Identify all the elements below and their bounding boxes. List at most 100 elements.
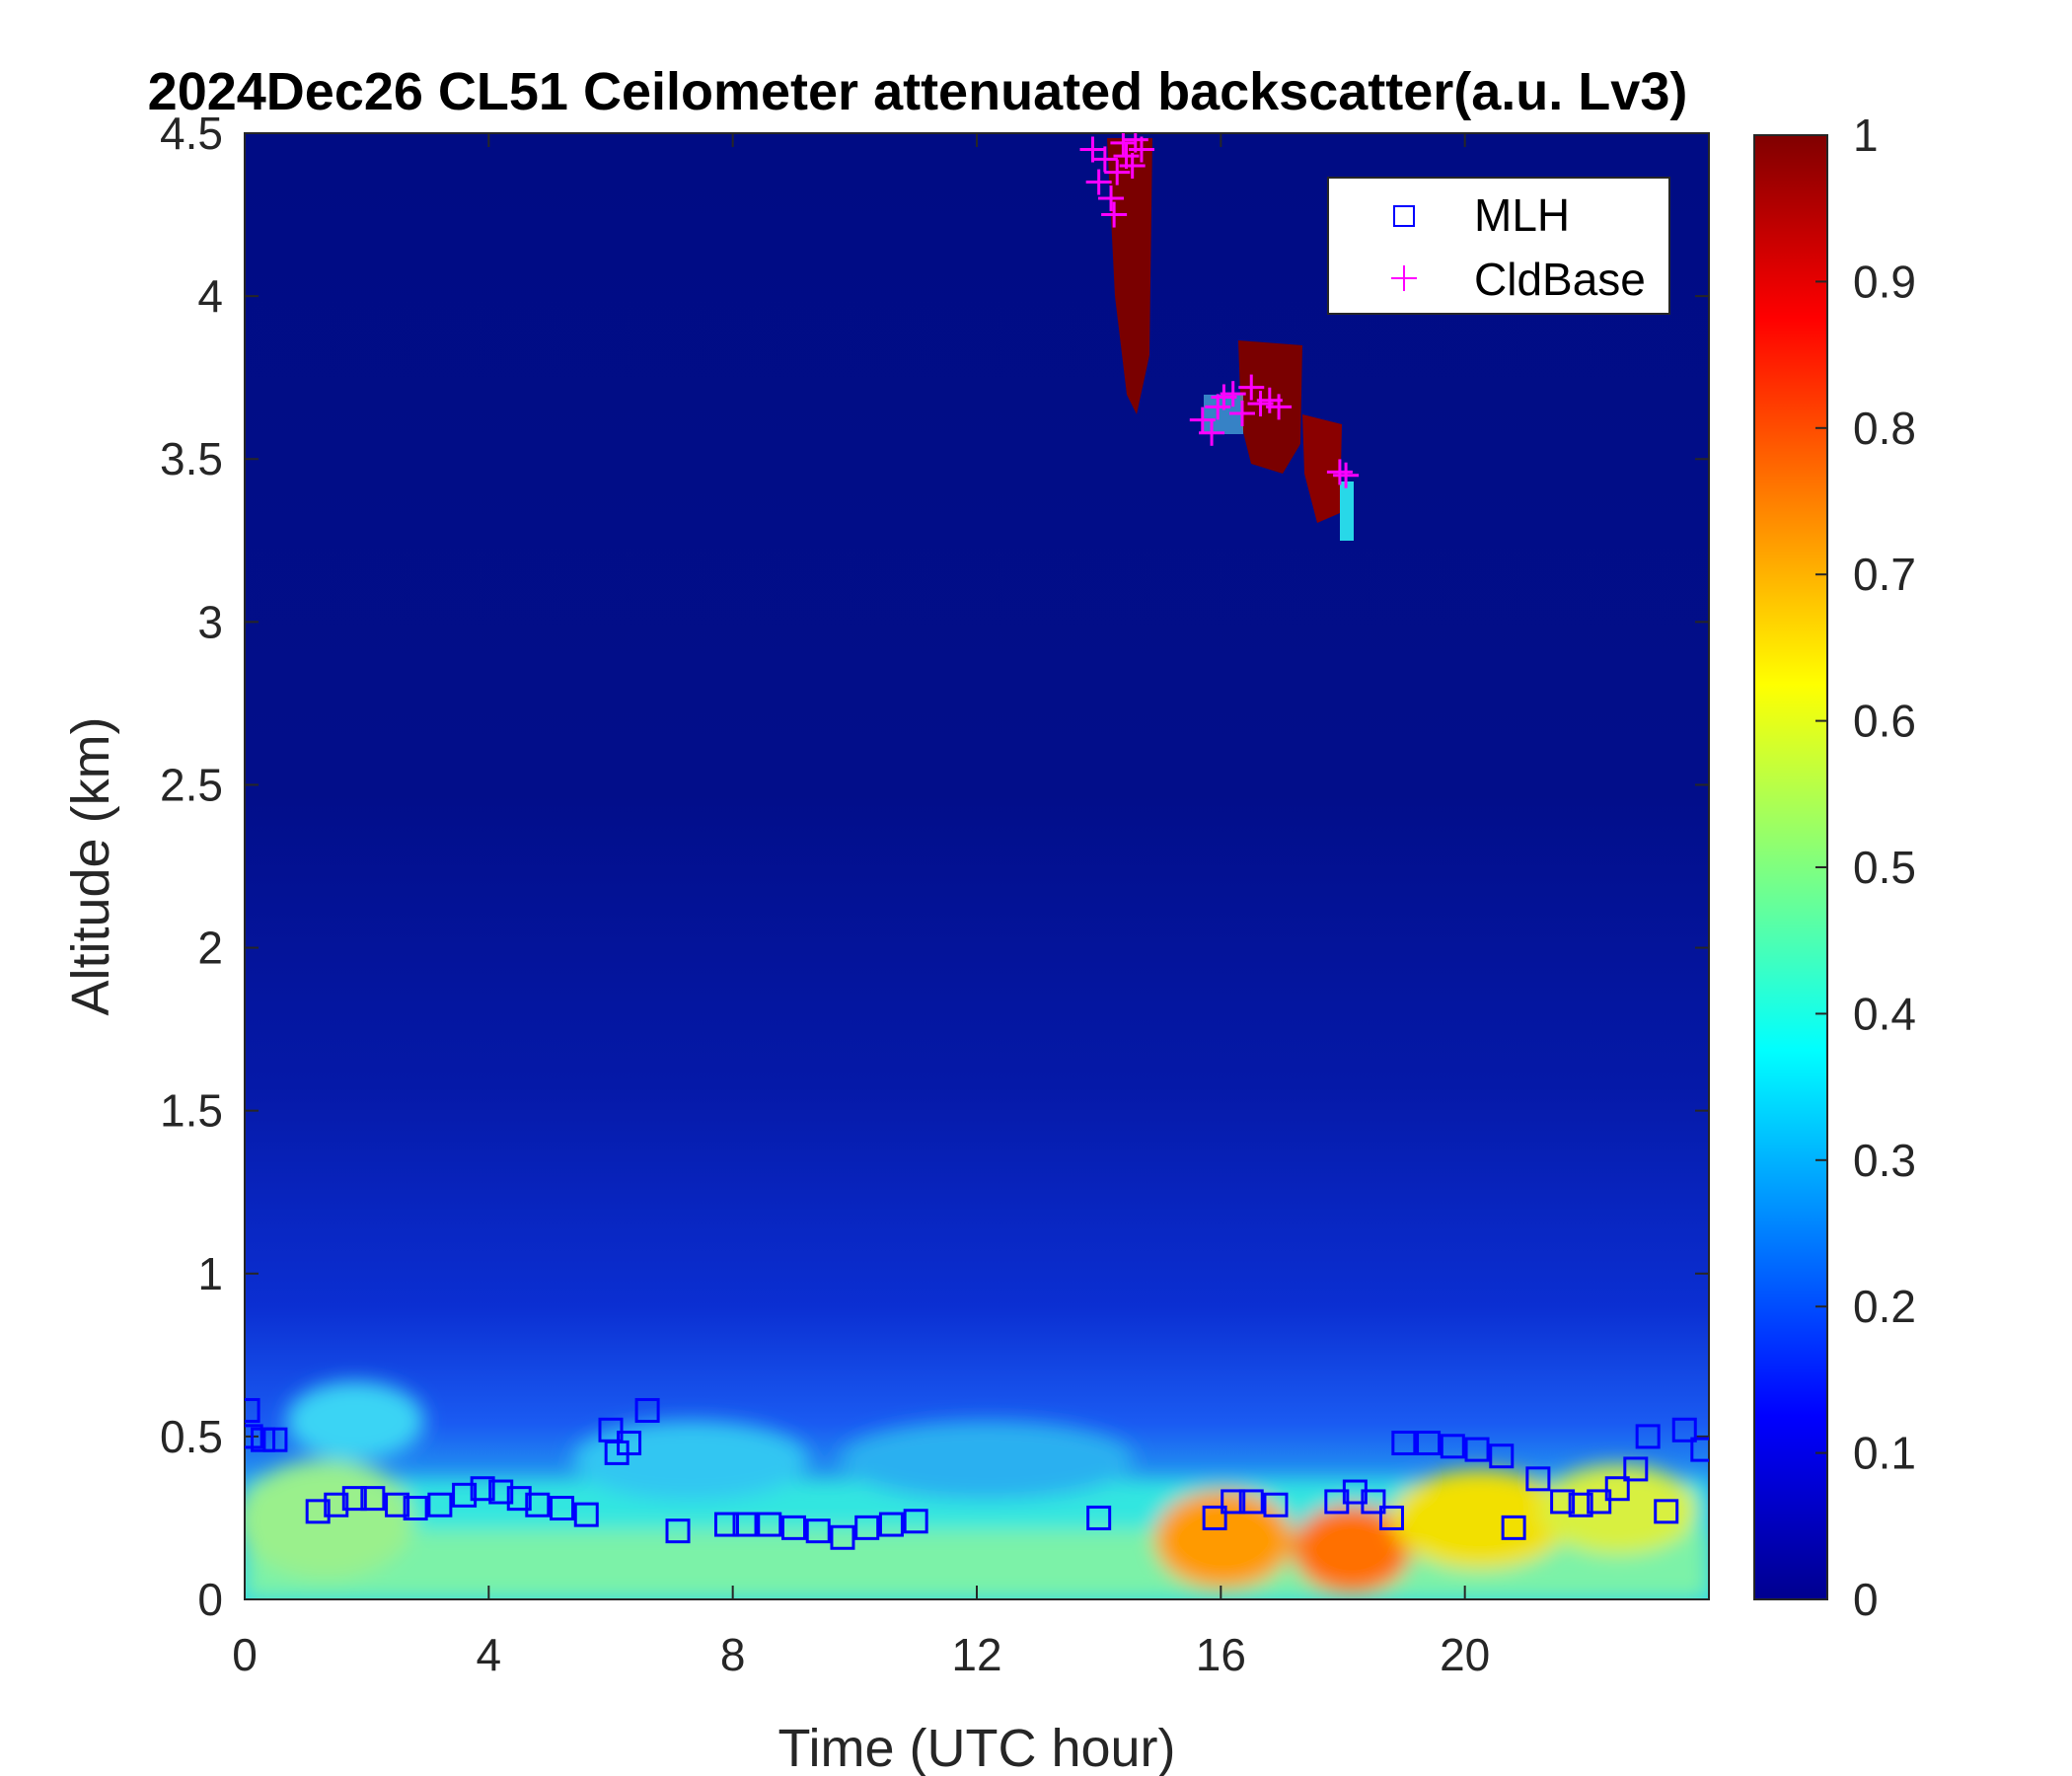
mlh-marker	[1221, 1489, 1246, 1515]
mlh-marker	[470, 1476, 495, 1502]
mlh-marker	[732, 1512, 758, 1537]
legend-box	[1327, 177, 1670, 315]
mlh-marker	[452, 1482, 478, 1508]
heatmap-image	[245, 133, 1709, 1599]
x-tick-label: 8	[720, 1629, 746, 1680]
mlh-marker	[1604, 1476, 1630, 1502]
mlh-marker	[550, 1496, 575, 1521]
mlh-marker	[1391, 1430, 1417, 1455]
y-axis-label: Altitude (km)	[61, 716, 120, 1015]
y-tick-label: 0.5	[160, 1411, 223, 1462]
colorbar-tick-label: 0	[1853, 1574, 1879, 1625]
mlh-marker	[1671, 1417, 1697, 1443]
cldbase-marker	[1091, 146, 1118, 173]
mlh-marker	[1440, 1434, 1465, 1459]
cldbase-marker	[1110, 133, 1137, 156]
mlh-marker	[1525, 1466, 1551, 1492]
mlh-marker	[506, 1486, 532, 1512]
legend-cldbase-label: CldBase	[1474, 254, 1646, 305]
mlh-marker	[1202, 1505, 1227, 1530]
mlh-marker	[757, 1512, 782, 1537]
y-tick-label: 3	[197, 596, 223, 647]
chart-title: 2024Dec26 CL51 Ceilometer attenuated bac…	[147, 62, 1688, 121]
cldbase-marker	[1104, 159, 1131, 185]
cldbase-marker	[1238, 374, 1265, 401]
mlh-marker	[1623, 1456, 1649, 1482]
colorbar-tick-label: 0.4	[1853, 988, 1916, 1039]
y-tick-label: 0	[197, 1574, 223, 1625]
cldbase-marker	[1098, 185, 1125, 212]
mlh-marker	[488, 1479, 514, 1505]
x-tick-label: 4	[477, 1629, 502, 1680]
x-tick-label: 0	[232, 1629, 258, 1680]
mlh-marker	[1568, 1492, 1593, 1517]
mlh-marker	[1501, 1515, 1526, 1540]
colorbar-tick-label: 0.3	[1853, 1135, 1916, 1186]
mlh-marker	[427, 1492, 453, 1517]
mlh-marker	[854, 1515, 880, 1540]
mlh-marker	[878, 1512, 904, 1537]
colorbar-tick-label: 0.5	[1853, 842, 1916, 893]
cldbase-marker	[1085, 169, 1112, 195]
mlh-marker	[1550, 1489, 1576, 1515]
mlh-marker	[1635, 1424, 1661, 1449]
mlh-marker	[245, 1397, 260, 1423]
mlh-marker	[1464, 1437, 1490, 1462]
colorbar-tick-label: 0.2	[1853, 1281, 1916, 1332]
legend-mlh-label: MLH	[1474, 189, 1570, 241]
x-tick-label: 12	[951, 1629, 1001, 1680]
colorbar-tick-label: 0.6	[1853, 696, 1916, 747]
cldbase-marker	[1101, 201, 1128, 228]
colorbar-tick-label: 0.8	[1853, 403, 1916, 454]
colorbar	[1754, 135, 1827, 1599]
cldbase-marker	[1128, 136, 1154, 163]
y-tick-label: 1	[197, 1248, 223, 1299]
mlh-marker	[1690, 1437, 1709, 1462]
mlh-marker	[573, 1502, 599, 1527]
x-axis: 0 4 8 12 16 20	[232, 133, 1490, 1680]
mlh-marker	[781, 1515, 806, 1540]
cldbase-marker	[1266, 394, 1293, 420]
colorbar-tick-label: 1	[1853, 110, 1879, 161]
mlh-marker	[1361, 1489, 1386, 1515]
y-tick-label: 3.5	[160, 433, 223, 484]
mlh-marker	[1489, 1443, 1515, 1469]
y-tick-label: 1.5	[160, 1085, 223, 1137]
mlh-marker	[617, 1430, 642, 1455]
mlh-marker	[403, 1496, 428, 1521]
legend-cldbase-marker	[1391, 265, 1417, 291]
colorbar-tick-label: 0.7	[1853, 549, 1916, 600]
mlh-marker	[830, 1524, 855, 1550]
y-tick-label: 4.5	[160, 108, 223, 159]
mlh-marker	[385, 1492, 410, 1517]
y-axis: 0 0.5 1 1.5 2 2.5 3 3.5 4 4.5	[160, 108, 1709, 1625]
cldbase-marker	[1199, 419, 1225, 446]
cldbase-marker	[1119, 153, 1146, 180]
mlh-marker	[1378, 1505, 1404, 1530]
cldbase-marker	[1220, 381, 1246, 407]
legend-mlh-marker	[1393, 205, 1415, 227]
mlh-marker	[665, 1518, 691, 1544]
x-tick-label: 20	[1440, 1629, 1490, 1680]
colorbar-axis: 0 0.1 0.2 0.3 0.4 0.5 0.6 0.7 0.8 0.9 1	[1815, 110, 1916, 1625]
colorbar-tick-label: 0.9	[1853, 256, 1916, 307]
mlh-marker	[1654, 1499, 1679, 1524]
y-tick-label: 2	[197, 923, 223, 974]
mlh-marker	[1587, 1489, 1612, 1515]
mlh-marker	[341, 1486, 367, 1512]
mlh-marker	[1086, 1505, 1112, 1530]
cldbase-marker	[1189, 407, 1216, 433]
mlh-marker	[1238, 1489, 1264, 1515]
y-tick-label: 4	[197, 270, 223, 322]
cldbase-marker	[1333, 462, 1360, 488]
mlh-marker	[805, 1518, 831, 1544]
mlh-marker	[713, 1512, 739, 1537]
mlh-marker	[262, 1427, 288, 1452]
colorbar-tick-label: 0.1	[1853, 1428, 1916, 1479]
mlh-marker	[360, 1486, 386, 1512]
mlh-marker	[1263, 1492, 1289, 1517]
mlh-marker	[634, 1397, 660, 1423]
legend: MLH CldBase	[1327, 177, 1670, 315]
mlh-marker	[305, 1499, 331, 1524]
x-tick-label: 16	[1196, 1629, 1246, 1680]
